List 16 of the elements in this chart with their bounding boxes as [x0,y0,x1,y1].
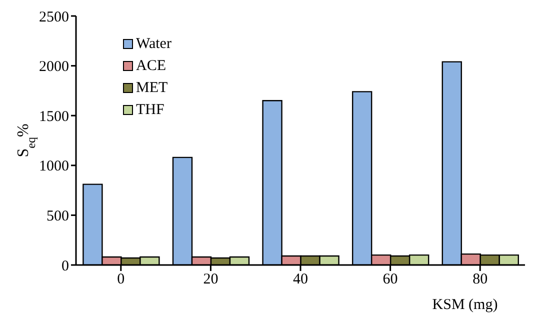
y-tick-label: 500 [46,208,69,225]
x-tick-label: 60 [382,272,398,288]
x-tick-label: 0 [117,272,125,288]
legend-label: MET [136,80,168,96]
x-tick-label: 80 [472,272,488,288]
y-tick-label: 2500 [39,9,69,26]
legend-label: ACE [136,58,166,74]
legend-label: THF [136,102,164,118]
x-tick-label: 40 [293,272,308,288]
y-tick-label: 0 [62,258,69,274]
x-axis-title: KSM (mg) [432,297,498,313]
y-tick-label: 1500 [39,108,69,125]
y-tick-label: 2000 [39,59,69,76]
legend-label: Water [136,36,172,52]
y-tick-label: 1000 [39,158,69,175]
x-tick-label: 20 [203,272,218,288]
